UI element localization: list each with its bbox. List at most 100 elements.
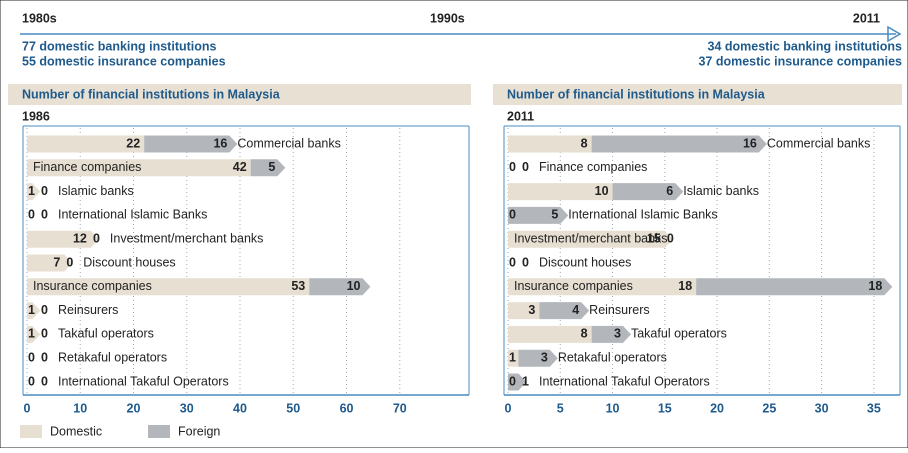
x-tick-label: 30 xyxy=(180,401,194,415)
value-label: 0 xyxy=(522,255,529,269)
bar-domestic xyxy=(27,302,41,320)
category-label: Islamic banks xyxy=(683,184,759,198)
timeline-arrow xyxy=(887,25,902,43)
value-label: 0 xyxy=(41,374,48,388)
legend-swatch xyxy=(20,425,42,438)
x-tick-label: 10 xyxy=(73,401,87,415)
category-label: International Islamic Banks xyxy=(58,208,207,222)
bar-domestic xyxy=(508,135,592,153)
category-label: Investment/merchant banks xyxy=(110,231,264,245)
category-label: Discount houses xyxy=(539,255,631,269)
value-label: 0 xyxy=(41,208,48,222)
title-band xyxy=(493,84,902,105)
x-tick-label: 40 xyxy=(233,401,247,415)
value-label: 6 xyxy=(666,184,673,198)
value-label: 1 xyxy=(28,184,35,198)
category-label: Retakaful operators xyxy=(558,350,667,364)
bar-foreign xyxy=(696,278,893,296)
value-label: 42 xyxy=(233,160,247,174)
value-label: 0 xyxy=(509,160,516,174)
chart-title: Number of financial institutions in Mala… xyxy=(22,87,281,101)
value-label: 7 xyxy=(53,255,60,269)
x-tick-label: 5 xyxy=(557,401,564,415)
value-label: 0 xyxy=(41,184,48,198)
bar-domestic xyxy=(27,325,41,343)
x-tick-label: 70 xyxy=(393,401,407,415)
x-tick-label: 20 xyxy=(710,401,724,415)
timeline-label: 2011 xyxy=(853,11,880,25)
category-label: International Takaful Operators xyxy=(539,374,710,388)
x-tick-label: 35 xyxy=(867,401,881,415)
category-label: Takaful operators xyxy=(631,327,727,341)
x-tick-label: 15 xyxy=(658,401,672,415)
bar-foreign xyxy=(591,135,767,153)
bar-foreign xyxy=(539,302,590,320)
title-band xyxy=(8,84,471,105)
value-label: 5 xyxy=(551,208,558,222)
category-label: Retakaful operators xyxy=(58,350,167,364)
timeline-note: 34 domestic banking institutions xyxy=(708,39,903,53)
category-label: Investment/merchant banks xyxy=(514,231,668,245)
value-label: 0 xyxy=(667,231,674,245)
value-label: 0 xyxy=(41,327,48,341)
value-label: 5 xyxy=(268,160,275,174)
value-label: 3 xyxy=(528,303,535,317)
category-label: Commercial banks xyxy=(237,136,341,150)
bar-domestic xyxy=(508,302,540,320)
category-label: Insurance companies xyxy=(33,279,152,293)
value-label: 0 xyxy=(66,255,73,269)
category-label: Discount houses xyxy=(83,255,175,269)
bar-domestic xyxy=(508,183,613,201)
value-label: 0 xyxy=(509,208,516,222)
category-label: Takaful operators xyxy=(58,327,154,341)
timeline-label: 1990s xyxy=(430,11,465,25)
value-label: 18 xyxy=(678,279,692,293)
x-tick-label: 0 xyxy=(24,401,31,415)
legend-label: Domestic xyxy=(50,424,102,438)
bar-domestic xyxy=(508,230,673,248)
bar-domestic xyxy=(27,183,41,201)
value-label: 1 xyxy=(522,374,529,388)
legend-label: Foreign xyxy=(178,424,220,438)
timeline-note: 37 domestic insurance companies xyxy=(698,54,902,68)
value-label: 10 xyxy=(347,279,361,293)
bar-foreign xyxy=(508,373,527,391)
bar-foreign xyxy=(144,135,238,153)
value-label: 0 xyxy=(28,350,35,364)
x-tick-label: 20 xyxy=(127,401,141,415)
timeline-note: 55 domestic insurance companies xyxy=(22,54,226,68)
bar-domestic xyxy=(508,325,592,343)
value-label: 16 xyxy=(213,136,227,150)
bar-foreign xyxy=(508,206,569,224)
bar-domestic xyxy=(27,159,251,177)
chart-subtitle: 2011 xyxy=(507,109,534,123)
category-label: Finance companies xyxy=(33,160,141,174)
bar-foreign xyxy=(250,159,286,177)
bar-domestic xyxy=(27,135,145,153)
bar-domestic xyxy=(27,230,99,248)
category-label: International Takaful Operators xyxy=(58,374,229,388)
timeline-label: 1980s xyxy=(22,11,57,25)
value-label: 0 xyxy=(41,350,48,364)
value-label: 0 xyxy=(509,255,516,269)
bar-foreign xyxy=(612,183,684,201)
value-label: 12 xyxy=(73,231,87,245)
value-label: 8 xyxy=(581,136,588,150)
bar-domestic xyxy=(27,278,310,296)
bar-foreign xyxy=(309,278,371,296)
value-label: 18 xyxy=(868,279,882,293)
category-label: International Islamic Banks xyxy=(568,208,717,222)
value-label: 0 xyxy=(509,374,516,388)
x-tick-label: 0 xyxy=(505,401,512,415)
category-label: Insurance companies xyxy=(514,279,633,293)
value-label: 0 xyxy=(41,303,48,317)
value-label: 10 xyxy=(595,184,609,198)
bar-domestic xyxy=(508,349,519,367)
x-tick-label: 30 xyxy=(815,401,829,415)
x-tick-label: 50 xyxy=(286,401,300,415)
value-label: 8 xyxy=(581,327,588,341)
category-label: Reinsurers xyxy=(58,303,118,317)
value-label: 53 xyxy=(291,279,305,293)
category-label: Islamic banks xyxy=(58,184,134,198)
